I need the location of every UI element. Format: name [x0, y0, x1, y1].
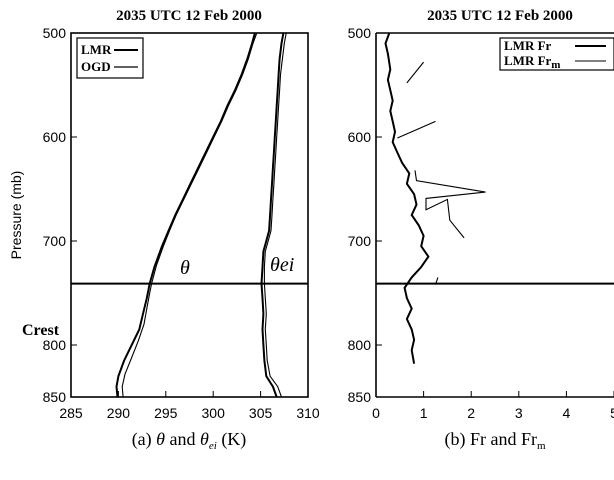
panel-b-xtick-label: 1 [420, 405, 428, 421]
series-lmr-frm-segment [414, 170, 486, 239]
series-ogd-theta_ei-line [263, 32, 287, 398]
panel-a-title: 2035 UTC 12 Feb 2000 [116, 8, 262, 24]
panel-a-ytick-label: 700 [43, 233, 67, 249]
theta-annotation: θ [180, 257, 190, 279]
panel-a-frame [70, 32, 309, 398]
panel-a-ytick-label: 800 [43, 337, 67, 353]
panel-a-legend: LMR OGD [76, 37, 144, 79]
panel-a-xtick-label: 310 [296, 405, 320, 421]
crest-label: Crest [22, 322, 60, 339]
legend-entry-ogd: OGD [81, 59, 111, 74]
legend-entry-frm: LMR Frm [504, 53, 560, 71]
panel-b-xtick-label: 3 [515, 405, 523, 421]
panel-b-xtick-label: 2 [467, 405, 475, 421]
panel-a-xtick-label: 305 [249, 405, 273, 421]
series-lmr-frm-segment [397, 120, 436, 139]
panel-b-ytick-label: 600 [348, 129, 372, 145]
panel-a-ytick-label: 500 [43, 25, 67, 41]
series-lmr-frm-segment [434, 277, 439, 285]
series-lmr-theta-line [115, 32, 256, 398]
legend-entry-lmr: LMR [81, 42, 112, 57]
panel-a-ylabel: Pressure (mb) [8, 171, 24, 260]
panel-a-xtick-label: 290 [107, 405, 131, 421]
panel-a-xtick-label: 300 [202, 405, 226, 421]
panel-b-ytick-label: 800 [348, 337, 372, 353]
panel-b-ytick-label: 500 [348, 25, 372, 41]
panel-b-ytick-label: 850 [348, 389, 372, 405]
series-lmr-theta_ei-line [260, 32, 285, 398]
panel-a-xtick-label: 285 [59, 405, 83, 421]
panel-a-xlabel: (a) θ and θei (K) [132, 429, 247, 452]
panel-b-legend: LMR Fr LMR Frm [499, 37, 614, 71]
panel-b-title: 2035 UTC 12 Feb 2000 [427, 8, 573, 24]
panel-a-ytick-label: 600 [43, 129, 67, 145]
panel-b-xlabel: (b) Fr and Frm [444, 429, 546, 452]
panel-b-ytick-label: 700 [348, 233, 372, 249]
panel-a-xtick-label: 295 [154, 405, 178, 421]
series-ogd-theta-line [121, 32, 258, 398]
series-lmr-frm-segment [406, 61, 425, 84]
legend-entry-fr: LMR Fr [504, 38, 552, 53]
panel-b-legend-box [499, 37, 614, 71]
panel-b-xtick-label: 0 [372, 405, 380, 421]
panel-a-ytick-label: 850 [43, 389, 67, 405]
series-lmr-fr-line [384, 32, 430, 364]
panel-a-legend-box [76, 37, 144, 79]
panel-a-plot: 285 290 295 300 305 310 500 600 700 800 850 [43, 25, 320, 421]
panel-b-xtick-label: 4 [563, 405, 571, 421]
panel-b-xtick-label: 5 [610, 405, 614, 421]
panel-b-plot: 0 1 2 3 4 5 500 600 700 800 850 [348, 25, 614, 421]
theta-ei-annotation: θei [270, 254, 294, 276]
